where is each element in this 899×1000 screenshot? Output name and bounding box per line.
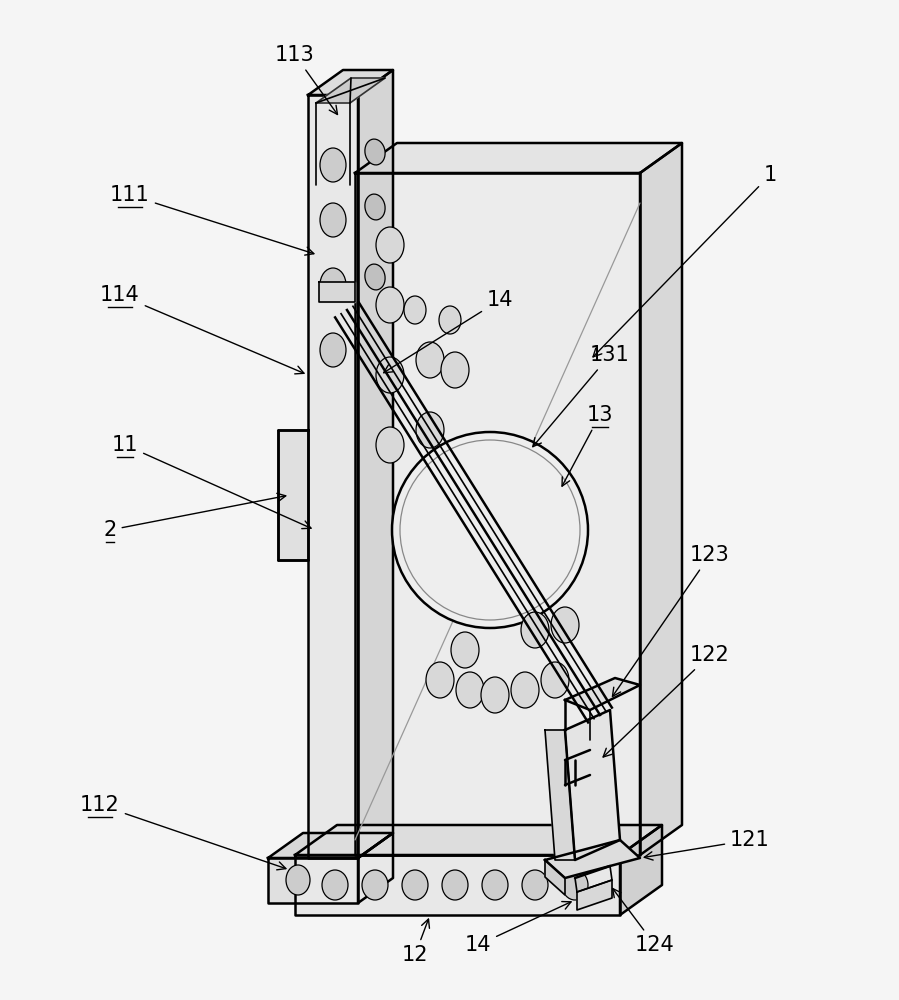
- Ellipse shape: [511, 672, 539, 708]
- Polygon shape: [565, 678, 640, 710]
- Text: 112: 112: [80, 795, 286, 870]
- Polygon shape: [268, 833, 393, 858]
- Ellipse shape: [376, 227, 404, 263]
- Polygon shape: [355, 143, 682, 173]
- Text: 131: 131: [533, 345, 630, 447]
- Ellipse shape: [402, 870, 428, 900]
- Ellipse shape: [322, 870, 348, 900]
- Text: 111: 111: [110, 185, 314, 255]
- Polygon shape: [316, 78, 385, 103]
- Ellipse shape: [441, 352, 469, 388]
- Ellipse shape: [451, 632, 479, 668]
- Ellipse shape: [416, 342, 444, 378]
- Polygon shape: [565, 710, 620, 860]
- Polygon shape: [308, 70, 393, 95]
- Ellipse shape: [521, 612, 549, 648]
- Text: 114: 114: [100, 285, 304, 374]
- Polygon shape: [308, 95, 358, 858]
- Ellipse shape: [456, 672, 484, 708]
- Polygon shape: [620, 825, 662, 915]
- Text: 124: 124: [612, 888, 675, 955]
- Polygon shape: [545, 730, 575, 860]
- Ellipse shape: [320, 268, 346, 302]
- Ellipse shape: [376, 427, 404, 463]
- Text: 12: 12: [402, 919, 430, 965]
- Polygon shape: [278, 430, 308, 560]
- Ellipse shape: [320, 333, 346, 367]
- Text: 113: 113: [275, 45, 337, 114]
- Ellipse shape: [439, 306, 461, 334]
- Text: 14: 14: [465, 902, 571, 955]
- Text: 14: 14: [384, 290, 513, 373]
- Polygon shape: [358, 70, 393, 858]
- Polygon shape: [640, 143, 682, 855]
- Ellipse shape: [426, 662, 454, 698]
- Ellipse shape: [376, 357, 404, 393]
- Ellipse shape: [286, 865, 310, 895]
- Ellipse shape: [551, 607, 579, 643]
- Ellipse shape: [416, 412, 444, 448]
- Polygon shape: [268, 858, 358, 903]
- Text: 1: 1: [593, 165, 777, 357]
- Polygon shape: [358, 833, 393, 903]
- Ellipse shape: [481, 677, 509, 713]
- Ellipse shape: [392, 432, 588, 628]
- Ellipse shape: [365, 139, 385, 165]
- Polygon shape: [319, 282, 355, 302]
- Ellipse shape: [482, 870, 508, 900]
- Polygon shape: [577, 880, 612, 910]
- Ellipse shape: [320, 203, 346, 237]
- Text: 13: 13: [562, 405, 613, 486]
- Ellipse shape: [522, 870, 548, 900]
- Text: 123: 123: [612, 545, 730, 696]
- Ellipse shape: [404, 296, 426, 324]
- Ellipse shape: [365, 264, 385, 290]
- Text: 11: 11: [111, 435, 311, 529]
- Polygon shape: [545, 860, 565, 895]
- Ellipse shape: [320, 148, 346, 182]
- Ellipse shape: [362, 870, 388, 900]
- Ellipse shape: [400, 440, 580, 620]
- Polygon shape: [355, 173, 640, 855]
- Ellipse shape: [541, 662, 569, 698]
- Text: 121: 121: [645, 830, 770, 860]
- Ellipse shape: [376, 287, 404, 323]
- Ellipse shape: [562, 870, 588, 900]
- Text: 122: 122: [603, 645, 730, 757]
- Text: 2: 2: [103, 493, 286, 540]
- Polygon shape: [295, 825, 662, 855]
- Polygon shape: [545, 840, 640, 878]
- Polygon shape: [295, 855, 620, 915]
- Ellipse shape: [442, 870, 468, 900]
- Ellipse shape: [365, 194, 385, 220]
